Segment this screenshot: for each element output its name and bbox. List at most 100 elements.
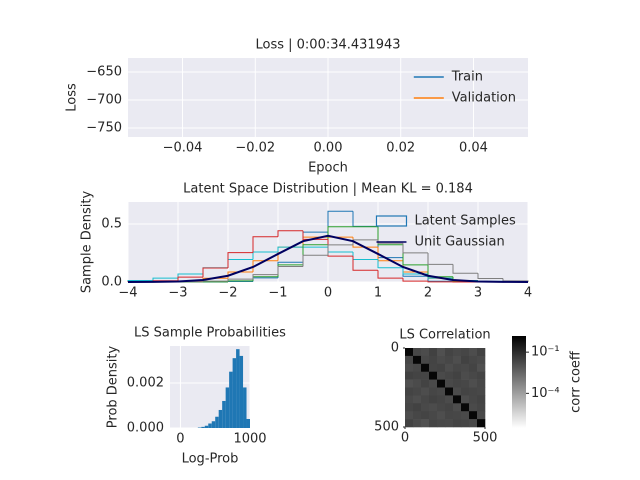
histogram-bar bbox=[232, 358, 237, 428]
histogram-step bbox=[277, 246, 303, 252]
x-tick-label: 0 bbox=[401, 431, 409, 446]
y-axis-label: Prob Density bbox=[106, 345, 121, 428]
histogram-step bbox=[377, 270, 403, 279]
heatmap-cell bbox=[453, 387, 462, 396]
colorbar-tick-label: 10⁻¹ bbox=[531, 345, 560, 360]
heatmap-cell bbox=[445, 387, 454, 396]
histogram-bar bbox=[204, 425, 209, 428]
heatmap-cell bbox=[421, 379, 430, 388]
heatmap-cell bbox=[421, 355, 430, 365]
heatmap-cell bbox=[413, 395, 422, 404]
heatmap-cell bbox=[437, 411, 446, 420]
heatmap-cell bbox=[477, 403, 486, 412]
x-tick-label: 2 bbox=[424, 286, 432, 301]
y-tick-label: −650 bbox=[86, 65, 122, 80]
heatmap-cell bbox=[477, 395, 486, 404]
heatmap-cell bbox=[469, 387, 478, 396]
heatmap-cell bbox=[477, 411, 486, 420]
x-tick-label: 1000 bbox=[233, 432, 266, 447]
heatmap-cell bbox=[437, 419, 446, 428]
x-tick-label: −0.04 bbox=[163, 141, 203, 156]
heatmap-cell bbox=[405, 411, 414, 420]
colorbar-tick-label: 10⁻⁴ bbox=[531, 386, 560, 401]
heatmap-cell bbox=[445, 395, 454, 404]
heatmap-cell bbox=[445, 411, 454, 420]
histogram-step bbox=[152, 277, 178, 281]
y-axis-label: Sample Density bbox=[80, 191, 95, 294]
heatmap-cell bbox=[405, 395, 414, 404]
histogram-step bbox=[402, 278, 428, 282]
heatmap-cell bbox=[405, 371, 414, 380]
heatmap-cell bbox=[437, 355, 446, 365]
x-tick-label: 0 bbox=[324, 286, 332, 301]
histogram-step bbox=[377, 226, 403, 246]
y-tick-label: −700 bbox=[86, 93, 122, 108]
histogram-step bbox=[177, 276, 203, 281]
x-tick-label: 4 bbox=[524, 286, 532, 301]
histogram-bar bbox=[229, 371, 233, 428]
heatmap-cell bbox=[413, 363, 422, 372]
heatmap-cell bbox=[405, 355, 414, 365]
line bbox=[127, 234, 529, 283]
heatmap-cell bbox=[413, 411, 422, 420]
x-tick-label: 0.02 bbox=[386, 141, 415, 156]
heatmap-cell bbox=[429, 379, 438, 388]
histogram-step bbox=[402, 243, 428, 254]
axes-title: LS Correlation bbox=[399, 328, 490, 343]
heatmap-cell bbox=[453, 411, 462, 420]
heatmap-cell bbox=[421, 363, 430, 372]
x-tick-label: 1 bbox=[374, 286, 382, 301]
heatmap-cell bbox=[453, 403, 462, 412]
heatmap-cell bbox=[477, 348, 486, 357]
heatmap-cell bbox=[429, 387, 438, 396]
histogram-step bbox=[202, 280, 228, 282]
y-tick-label: 0.0 bbox=[101, 275, 122, 290]
heatmap-cell bbox=[469, 363, 478, 372]
heatmap-cell bbox=[469, 411, 478, 420]
histogram-bar bbox=[236, 349, 240, 428]
legend-label: Unit Gaussian bbox=[414, 235, 504, 250]
histogram-step bbox=[427, 281, 453, 283]
heatmap-cell bbox=[413, 355, 422, 365]
histogram-bar bbox=[225, 387, 230, 428]
heatmap-cell bbox=[461, 411, 470, 420]
heatmap-cell bbox=[429, 363, 438, 372]
histogram-step bbox=[302, 230, 328, 240]
histogram-step bbox=[252, 236, 278, 253]
heatmap-cell bbox=[413, 379, 422, 388]
heatmap-cell bbox=[437, 371, 446, 380]
heatmap-cell bbox=[453, 379, 462, 388]
y-tick-label: 0.5 bbox=[101, 217, 122, 232]
histogram-step bbox=[402, 267, 428, 275]
heatmap-cell bbox=[413, 387, 422, 396]
heatmap-cell bbox=[477, 387, 486, 396]
heatmap-cell bbox=[453, 371, 462, 380]
heatmap-cell bbox=[461, 379, 470, 388]
heatmap-cell bbox=[469, 419, 478, 428]
histogram-bar bbox=[222, 400, 226, 428]
heatmap-cell bbox=[421, 395, 430, 404]
heatmap-cell bbox=[461, 403, 470, 412]
heatmap-cell bbox=[429, 348, 438, 357]
histogram-step bbox=[477, 273, 503, 280]
heatmap-cell bbox=[437, 363, 446, 372]
histogram-step bbox=[252, 260, 278, 273]
heatmap-cell bbox=[437, 403, 446, 412]
axes-title: Latent Space Distribution | Mean KL = 0.… bbox=[183, 182, 473, 197]
y-tick-label: −750 bbox=[86, 121, 122, 136]
x-tick-label: 500 bbox=[473, 431, 498, 446]
histogram-step bbox=[302, 254, 328, 267]
x-axis-label: Epoch bbox=[308, 161, 348, 176]
heatmap-cell bbox=[421, 419, 430, 428]
heatmap-cell bbox=[405, 379, 414, 388]
x-tick-label: −2 bbox=[218, 286, 237, 301]
heatmap-cell bbox=[429, 371, 438, 380]
histogram-bar bbox=[211, 421, 216, 428]
histogram-step bbox=[227, 278, 253, 282]
histogram-bar bbox=[208, 423, 212, 428]
heatmap-cell bbox=[445, 419, 454, 428]
heatmap-cell bbox=[461, 419, 470, 428]
histogram-step bbox=[327, 226, 353, 245]
heatmap-cell bbox=[477, 379, 486, 388]
heatmap-cell bbox=[413, 348, 422, 357]
